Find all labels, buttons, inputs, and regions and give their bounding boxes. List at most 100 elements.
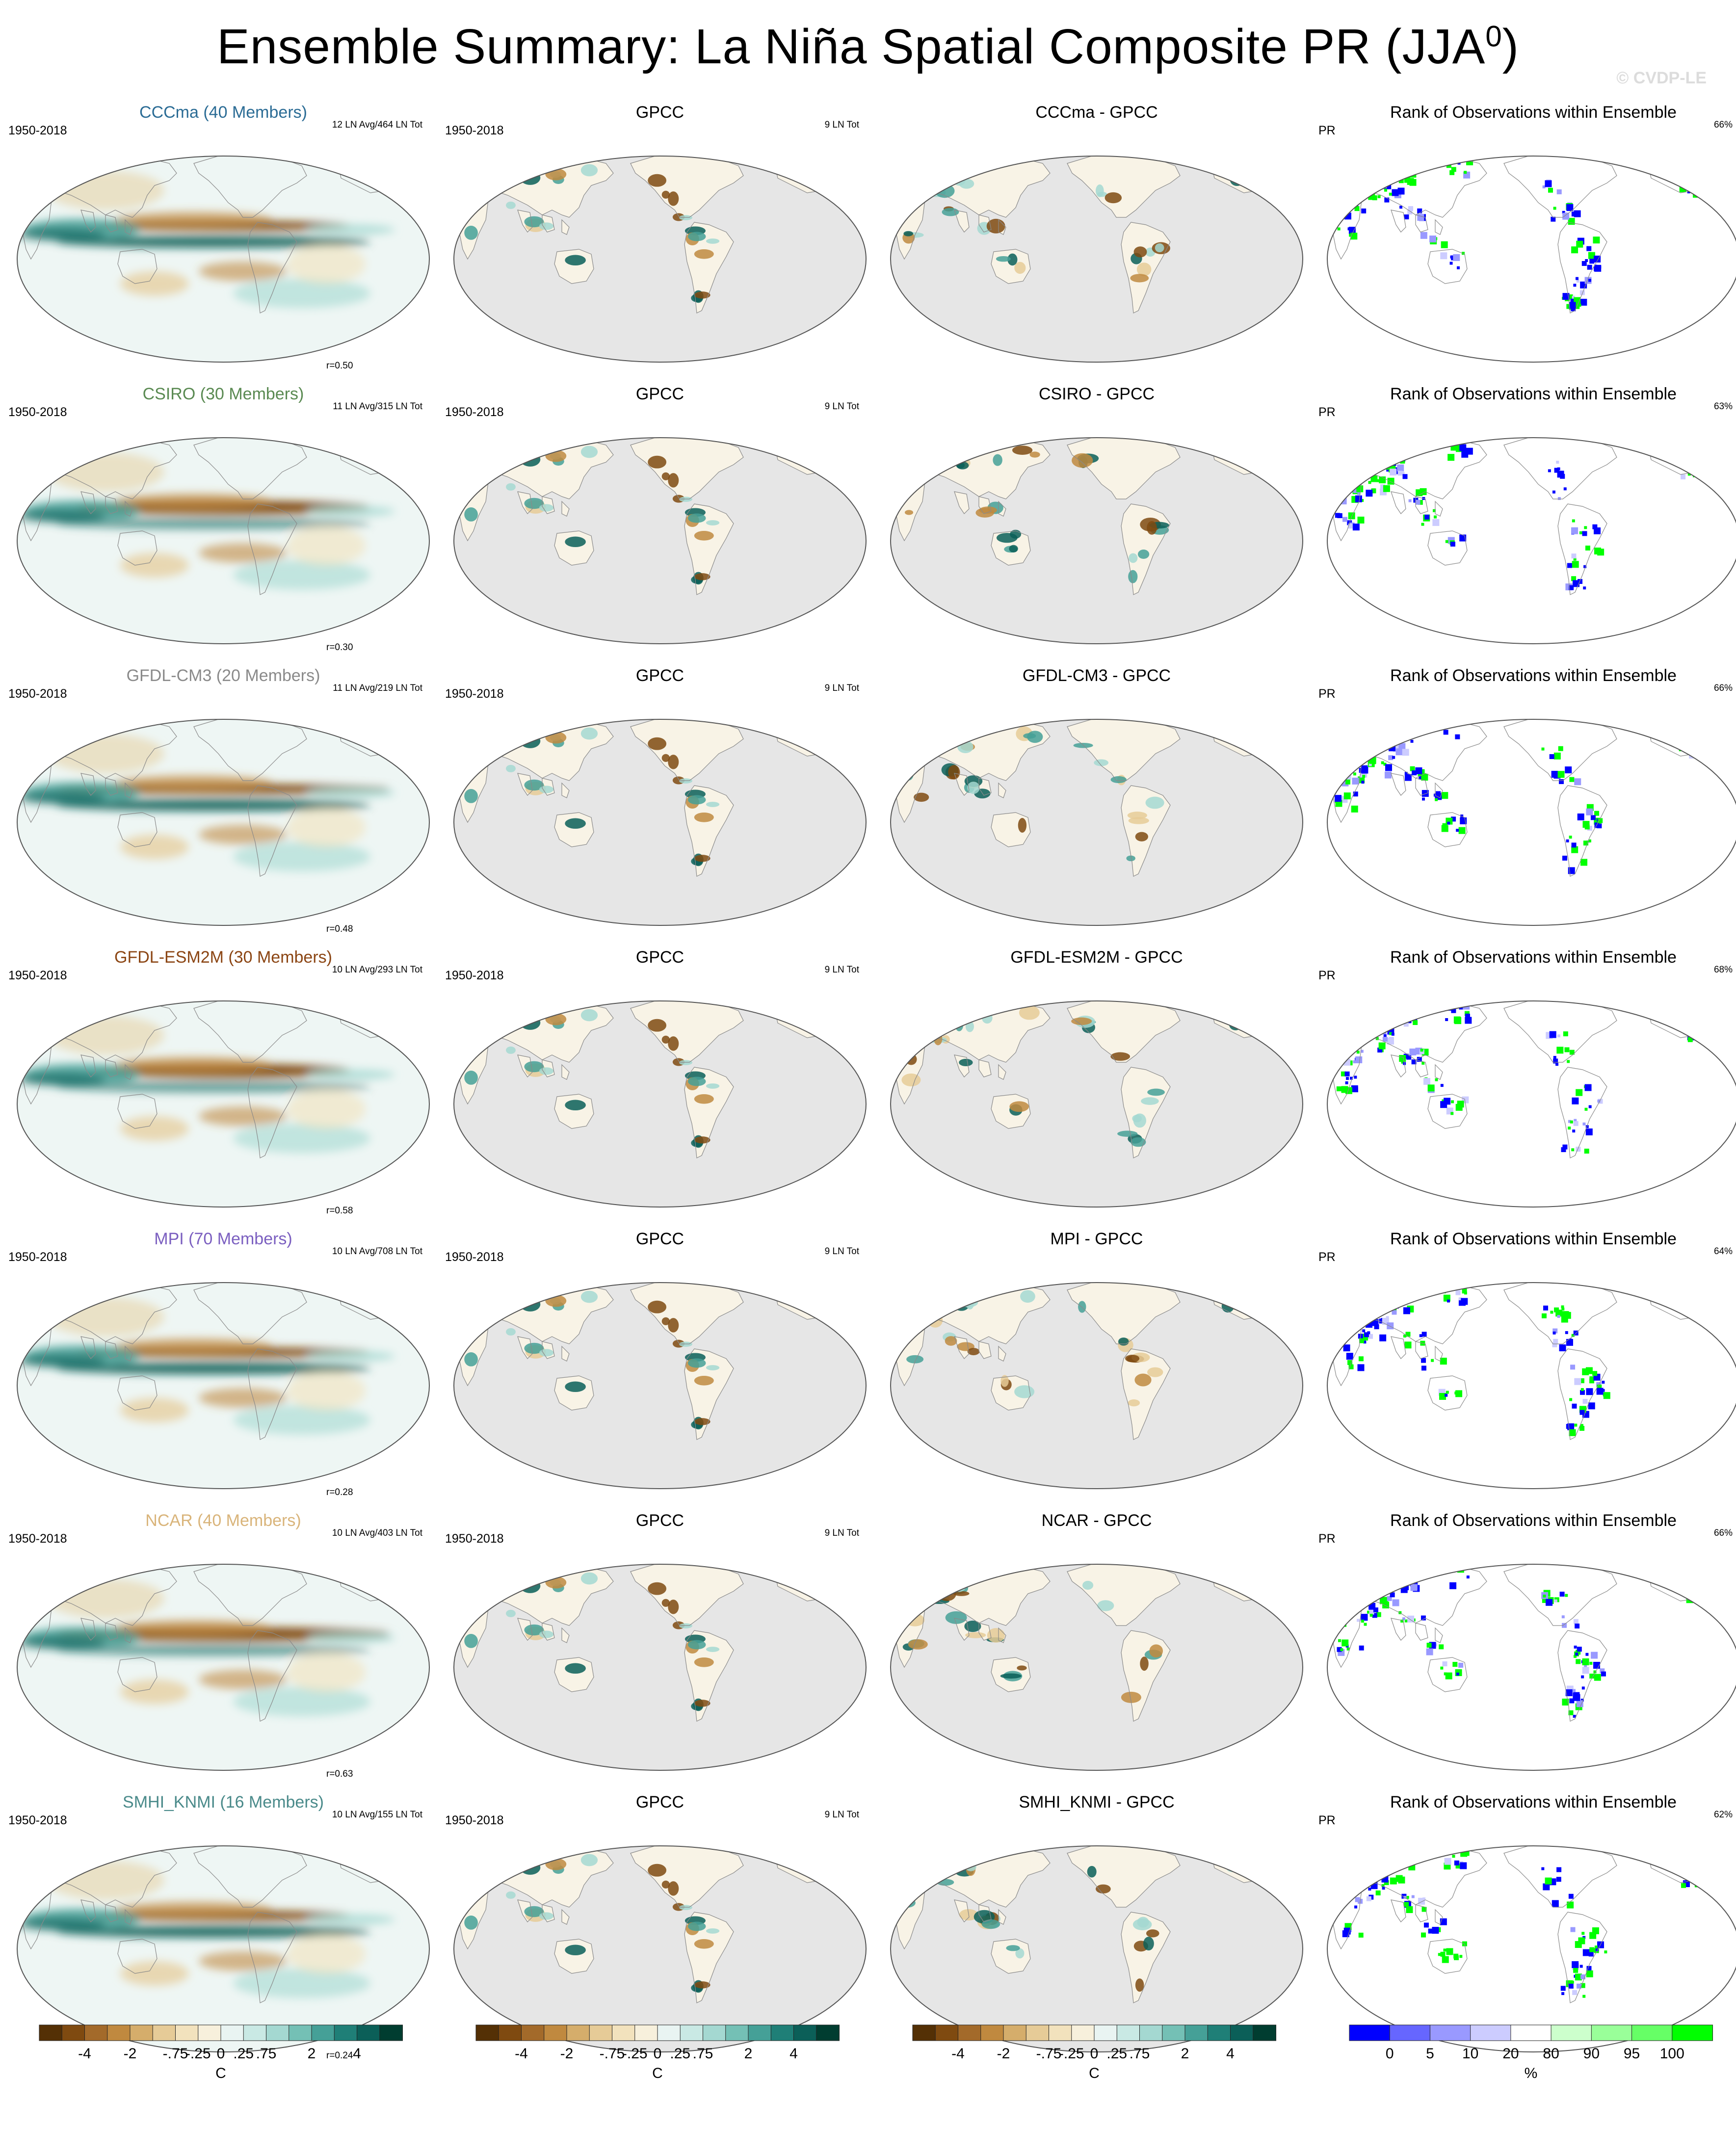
anomaly-region — [580, 1854, 598, 1866]
colorbar-swatch — [589, 2024, 613, 2041]
colorbar-label: 4 — [1226, 2046, 1235, 2062]
rank-cell — [1352, 777, 1359, 785]
coastline — [1557, 222, 1607, 314]
rank-cell — [1569, 1398, 1573, 1401]
colorbar-label: 0 — [653, 2046, 662, 2062]
land-fill — [631, 1846, 743, 1907]
land-fill — [999, 1346, 1006, 1361]
rank-cell — [1552, 490, 1555, 494]
coastline — [1121, 1912, 1171, 2003]
model-title: SMHI_KNMI (16 Members) — [123, 1793, 324, 1812]
land-fill — [684, 1349, 734, 1440]
obs-map — [453, 156, 867, 363]
model-map — [17, 1845, 430, 2052]
rank-cell — [1397, 168, 1400, 172]
rank-cell — [1447, 454, 1455, 461]
land-fill — [684, 222, 734, 313]
rank-cell — [1545, 1877, 1552, 1885]
rank-cell — [1696, 1871, 1701, 1877]
rank-cell — [1589, 1947, 1595, 1952]
anomaly-region — [199, 1388, 287, 1408]
coastline — [561, 1627, 570, 1643]
rank-cell — [1407, 210, 1413, 215]
colorbar-swatch — [175, 2024, 199, 2041]
anomaly-region — [1087, 1865, 1097, 1878]
rank-cell — [1581, 1686, 1585, 1690]
rank-cell — [1355, 1056, 1363, 1063]
anomaly-region — [1027, 731, 1043, 743]
pattern-correlation: r=0.48 — [326, 924, 353, 934]
years-label: 1950-2018 — [8, 687, 67, 701]
map-border — [890, 437, 1303, 644]
colorbar-label: -4 — [78, 2046, 91, 2062]
years-label: 1950-2018 — [445, 1532, 504, 1546]
rank-cell — [1565, 1594, 1568, 1597]
rank-cell — [1557, 467, 1560, 471]
pattern-correlation: r=0.30 — [326, 642, 353, 653]
rank-cell — [1392, 1298, 1399, 1306]
rank-cell — [1357, 1619, 1360, 1622]
rank-cell — [1568, 1983, 1574, 1989]
anomaly-region — [565, 818, 586, 829]
rank-cell — [1363, 1340, 1367, 1344]
anomaly-region — [706, 802, 720, 807]
anomaly-region — [1006, 1945, 1020, 1951]
model-map — [17, 156, 430, 363]
rank-cell — [1432, 519, 1440, 526]
anomaly-region — [953, 1591, 970, 1596]
anomaly-region — [307, 1915, 395, 1924]
anomaly-region — [1019, 1005, 1040, 1020]
anomaly-region — [948, 765, 960, 780]
rank-cell — [1380, 1867, 1383, 1871]
rank-cell — [1455, 1290, 1461, 1295]
rank-cell — [1576, 1700, 1583, 1707]
rank-cell — [1354, 1076, 1357, 1079]
rank-panel: Rank of Observations within Ensemble PR 62… — [1317, 1793, 1736, 2075]
anomaly-region — [199, 1106, 287, 1126]
rank-cell — [1685, 744, 1692, 752]
rank-cell — [1548, 187, 1553, 193]
anomaly-region — [1117, 1130, 1138, 1137]
map-background — [1327, 719, 1736, 925]
rank-cell — [1580, 298, 1587, 306]
obs-info: 9 LN Tot — [824, 401, 859, 412]
rank-cell — [1604, 1950, 1607, 1954]
rank-cell — [1389, 1032, 1393, 1035]
rank-cell — [1574, 1655, 1577, 1658]
rank-cell — [1573, 1714, 1576, 1718]
colorbar-label: 0 — [1090, 2046, 1099, 2062]
rank-cell — [1569, 1698, 1575, 1704]
rank-cell — [1368, 481, 1371, 484]
rank-cell — [1391, 449, 1394, 453]
coastline — [1557, 785, 1607, 877]
colorbar-label: 20 — [1502, 2046, 1519, 2062]
rank-cell — [1571, 211, 1577, 217]
rank-cell — [1572, 1097, 1579, 1104]
obs-map — [453, 1282, 867, 1489]
rank-cell — [1684, 1587, 1688, 1590]
coastline — [998, 1909, 1006, 1925]
anomaly-region — [706, 1365, 720, 1370]
anomaly-region — [661, 1599, 670, 1607]
rank-cell — [1345, 779, 1351, 785]
anomaly-region — [914, 792, 929, 802]
coastline — [80, 1618, 96, 1641]
years-label: 1950-2018 — [445, 687, 504, 701]
rank-cell — [1343, 1344, 1350, 1352]
model-panel: MPI (70 Members) 1950-2018 10 LN Avg/708 L… — [7, 1230, 439, 1512]
diff-title: GFDL-CM3 - GPCC — [1022, 666, 1171, 685]
rank-cell — [1686, 1305, 1692, 1311]
rank-title: Rank of Observations within Ensemble — [1390, 1230, 1677, 1248]
rank-title: Rank of Observations within Ensemble — [1390, 1511, 1677, 1530]
pattern-correlation: r=0.28 — [326, 1487, 353, 1497]
rank-cell — [1444, 1672, 1447, 1676]
rank-cell — [1700, 1592, 1703, 1595]
anomaly-region — [668, 1036, 679, 1051]
model-panel: CSIRO (30 Members) 1950-2018 11 LN Avg/315… — [7, 385, 439, 667]
model-panel: GFDL-ESM2M (30 Members) 1950-2018 10 LN Av… — [7, 948, 439, 1230]
rank-cell — [1585, 1128, 1593, 1135]
coastline — [247, 785, 297, 877]
pattern-correlation: r=0.50 — [326, 361, 353, 371]
rank-cell — [1588, 279, 1591, 282]
land-fill — [1067, 1001, 1180, 1062]
